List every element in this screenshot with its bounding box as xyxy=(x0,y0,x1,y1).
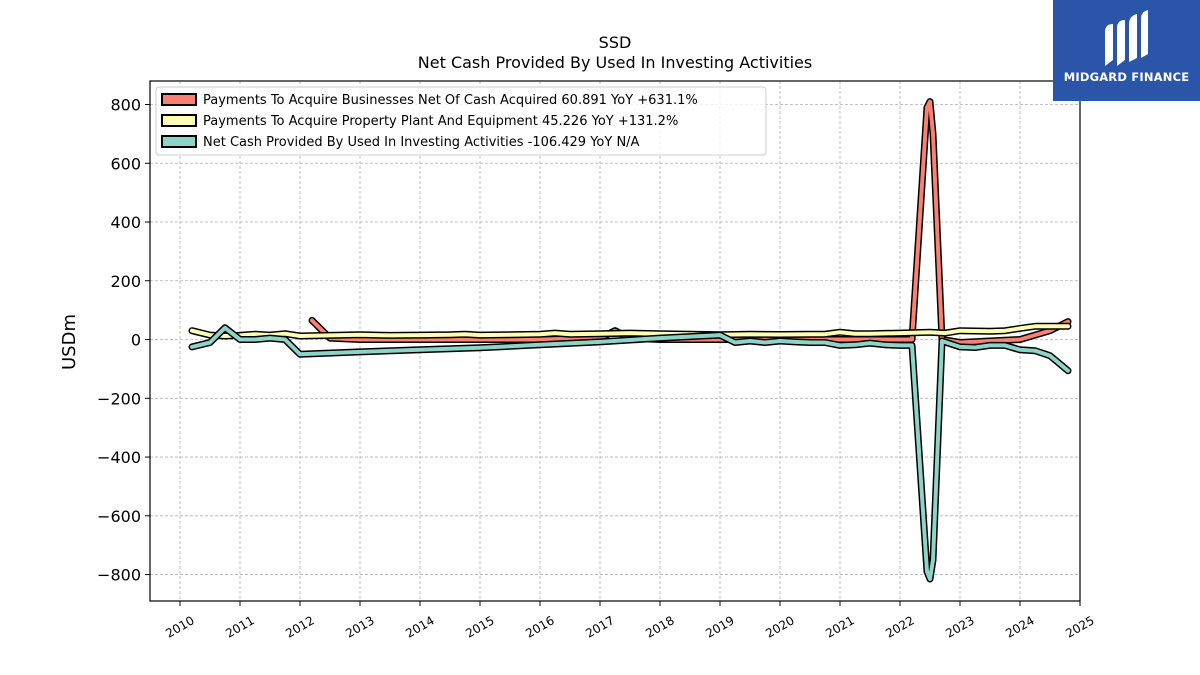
y-tick-label: 200 xyxy=(110,272,141,291)
midgard-logo-icon xyxy=(1105,10,1148,66)
series-lines xyxy=(188,98,1072,583)
chart-subtitle: Net Cash Provided By Used In Investing A… xyxy=(418,53,812,72)
x-tick-label: 2022 xyxy=(883,613,916,640)
y-tick-label: −200 xyxy=(97,389,141,408)
y-tick-label: 600 xyxy=(110,154,141,173)
y-tick-label: 0 xyxy=(131,331,141,350)
brand-name: MIDGARD FINANCE xyxy=(1063,70,1190,84)
plot-frame xyxy=(149,80,1081,602)
x-tick-label: 2014 xyxy=(403,613,436,640)
legend-swatch xyxy=(161,93,197,106)
legend-label: Net Cash Provided By Used In Investing A… xyxy=(203,135,640,150)
legend-swatch xyxy=(161,135,197,148)
x-tick-label: 2012 xyxy=(283,613,316,640)
y-tick-label: −400 xyxy=(97,448,141,467)
x-tick-label: 2013 xyxy=(343,613,376,640)
x-tick-label: 2025 xyxy=(1063,613,1096,640)
x-tick-label: 2023 xyxy=(943,613,976,640)
legend-box xyxy=(155,86,767,156)
x-tick-label: 2024 xyxy=(1003,613,1036,640)
y-tick-label: 800 xyxy=(110,96,141,115)
axis-ticks: 2010 2011 2012 2013 2014 2015 2016 2017 2018 2019… xyxy=(97,96,1097,641)
x-tick-label: 2020 xyxy=(763,613,796,640)
series-line xyxy=(190,324,1070,338)
legend-swatch xyxy=(161,114,197,127)
x-tick-label: 2011 xyxy=(223,613,256,640)
y-tick-label: 400 xyxy=(110,213,141,232)
legend: Payments To Acquire Businesses Net Of Ca… xyxy=(155,86,767,156)
y-tick-label: −600 xyxy=(97,507,141,526)
y-axis-label: USDm xyxy=(59,314,80,370)
legend-label: Payments To Acquire Property Plant And E… xyxy=(203,114,678,129)
y-tick-label: −800 xyxy=(97,566,141,585)
series-line xyxy=(190,325,1070,581)
x-tick-label: 2021 xyxy=(823,613,856,640)
x-tick-label: 2015 xyxy=(463,613,496,640)
x-tick-label: 2017 xyxy=(583,613,616,640)
x-tick-label: 2016 xyxy=(523,613,556,640)
chart-title: SSD xyxy=(599,33,632,52)
x-tick-label: 2018 xyxy=(643,613,676,640)
x-tick-label: 2019 xyxy=(703,613,736,640)
x-tick-label: 2010 xyxy=(163,613,196,640)
brand-logo: MIDGARD FINANCE xyxy=(1053,0,1200,101)
legend-label: Payments To Acquire Businesses Net Of Ca… xyxy=(203,93,698,108)
